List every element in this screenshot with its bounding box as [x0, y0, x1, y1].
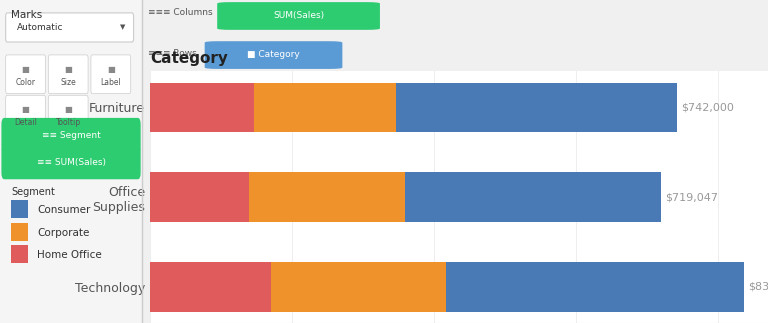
Text: ■: ■ — [107, 65, 114, 74]
FancyBboxPatch shape — [2, 118, 141, 153]
FancyBboxPatch shape — [5, 95, 45, 134]
Bar — [250, 172, 405, 222]
Text: $836,154: $836,154 — [748, 282, 768, 292]
Text: Tooltip: Tooltip — [55, 118, 81, 127]
Bar — [270, 262, 446, 312]
Bar — [396, 82, 677, 132]
Text: ■: ■ — [65, 65, 72, 74]
Text: SUM(Sales): SUM(Sales) — [273, 11, 324, 20]
Bar — [150, 172, 250, 222]
FancyBboxPatch shape — [217, 2, 380, 30]
Text: Label: Label — [101, 78, 121, 87]
Text: $742,000: $742,000 — [681, 102, 734, 112]
Text: Color: Color — [15, 78, 35, 87]
Text: Automatic: Automatic — [17, 23, 64, 32]
Text: Home Office: Home Office — [37, 250, 101, 260]
Text: ≡≡ SUM(Sales): ≡≡ SUM(Sales) — [37, 158, 105, 167]
Text: ≡≡≡ Rows: ≡≡≡ Rows — [148, 49, 197, 58]
FancyBboxPatch shape — [2, 145, 141, 179]
Text: ■: ■ — [65, 105, 72, 114]
Bar — [446, 262, 744, 312]
FancyBboxPatch shape — [204, 41, 343, 69]
Text: ≡≡ Segment: ≡≡ Segment — [41, 130, 101, 140]
Text: Consumer: Consumer — [37, 205, 91, 215]
FancyBboxPatch shape — [48, 55, 88, 94]
Text: $719,047: $719,047 — [665, 192, 718, 202]
FancyBboxPatch shape — [5, 55, 45, 94]
Text: Marks: Marks — [12, 10, 42, 20]
Text: ■ Category: ■ Category — [247, 50, 300, 59]
Bar — [12, 223, 28, 241]
Bar — [150, 262, 270, 312]
Bar — [253, 82, 396, 132]
Bar — [12, 200, 28, 218]
FancyBboxPatch shape — [48, 95, 88, 134]
Text: Segment: Segment — [12, 187, 55, 197]
Text: Corporate: Corporate — [37, 228, 89, 237]
Text: ■: ■ — [22, 65, 29, 74]
Bar — [12, 245, 28, 263]
Bar — [405, 172, 660, 222]
Text: Size: Size — [61, 78, 76, 87]
Text: Detail: Detail — [14, 118, 37, 127]
FancyBboxPatch shape — [5, 13, 134, 42]
FancyBboxPatch shape — [91, 55, 131, 94]
Text: ▼: ▼ — [120, 25, 125, 30]
Text: ≡≡≡ Columns: ≡≡≡ Columns — [148, 8, 213, 17]
Bar — [150, 82, 253, 132]
Text: ■: ■ — [22, 105, 29, 114]
Text: Category: Category — [150, 51, 227, 66]
